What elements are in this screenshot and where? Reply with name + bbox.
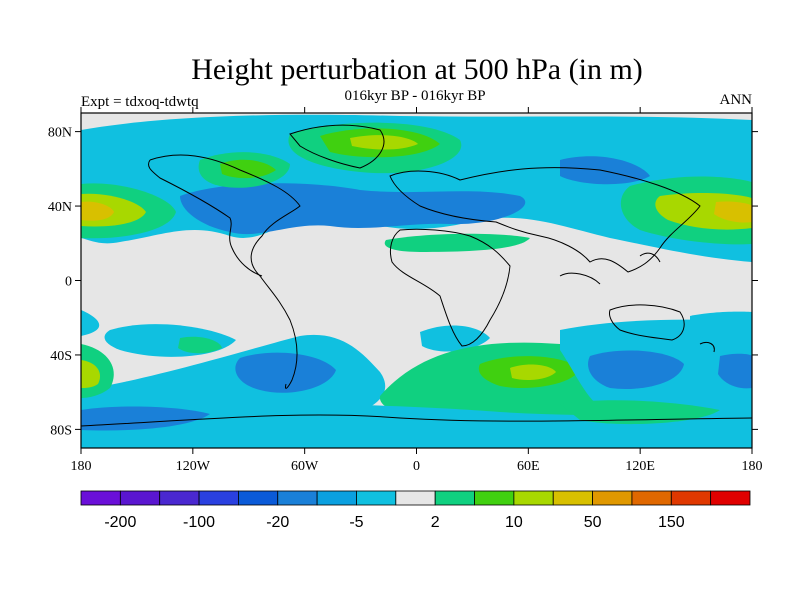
contour-region — [588, 350, 684, 389]
lon-tick-label: 0 — [413, 459, 420, 474]
coastlines — [81, 124, 752, 427]
experiment-label: Expt = tdxoq-tdwtq — [81, 94, 199, 110]
contour-region — [420, 325, 490, 352]
contour-region — [384, 233, 530, 252]
lon-tick-label: 60W — [291, 459, 319, 474]
lat-tick-label: 40N — [48, 200, 72, 215]
colorbar-label: 150 — [658, 514, 685, 531]
contour-region — [235, 352, 336, 393]
colorbar-label: 10 — [505, 514, 523, 531]
contour-region — [178, 336, 222, 354]
contour-region — [714, 201, 752, 223]
colorbar-swatch — [277, 490, 318, 506]
colorbar-swatch — [316, 490, 357, 506]
contour-region — [220, 159, 276, 179]
colorbar-swatch — [356, 490, 397, 506]
colorbar-swatch — [395, 490, 436, 506]
colorbar-swatch — [592, 490, 633, 506]
map-subtitle: 016kyr BP - 016kyr BP — [344, 88, 486, 104]
colorbar-swatch — [198, 490, 239, 506]
contour-region — [81, 310, 100, 336]
colorbar-swatch — [710, 490, 751, 506]
colorbar-swatch — [159, 490, 200, 506]
colorbar-label: -5 — [349, 514, 363, 531]
lat-tick-label: 80S — [50, 423, 72, 438]
season-label: ANN — [719, 92, 753, 108]
colorbar-label: -200 — [104, 514, 136, 531]
contour-region — [180, 183, 526, 235]
colorbar-swatch — [238, 490, 279, 506]
contour-region — [560, 156, 650, 185]
lat-tick-label: 0 — [65, 275, 72, 290]
colorbar-swatch — [474, 490, 515, 506]
colorbar-swatch — [119, 490, 161, 506]
lon-tick-label: 180 — [71, 459, 92, 474]
longitude-axis: 180 120W 60W 0 60E 120E 180 — [71, 107, 763, 474]
colorbar-label: -100 — [183, 514, 215, 531]
lon-tick-label: 120W — [176, 459, 211, 474]
colorbar-swatch — [670, 490, 712, 506]
contour-region — [510, 364, 556, 380]
map-title: Height perturbation at 500 hPa (in m) — [191, 53, 643, 86]
contour-region — [690, 311, 752, 346]
latitude-axis: 80N 40N 0 40S 80S — [48, 126, 758, 438]
lon-tick-label: 60E — [517, 459, 540, 474]
lat-tick-label: 40S — [50, 349, 72, 364]
colorbar-swatch — [80, 490, 121, 506]
contour-region — [718, 353, 752, 389]
colorbar-swatch — [513, 490, 554, 506]
contour-field — [81, 113, 752, 448]
colorbar-label: -20 — [266, 514, 289, 531]
lon-tick-label: 180 — [742, 459, 763, 474]
lat-tick-label: 80N — [48, 126, 72, 141]
colorbar-swatch — [631, 490, 672, 506]
contour-region — [81, 201, 114, 221]
lon-tick-label: 120E — [625, 459, 655, 474]
contour-region — [81, 360, 101, 388]
colorbar-swatch — [434, 490, 475, 506]
colorbar: -200 -100 -20 -5 2 10 50 150 — [80, 490, 751, 531]
contour-region — [560, 400, 720, 425]
colorbar-label: 2 — [431, 514, 440, 531]
contour-region — [81, 400, 752, 448]
colorbar-swatch — [552, 490, 593, 506]
colorbar-label: 50 — [584, 514, 602, 531]
